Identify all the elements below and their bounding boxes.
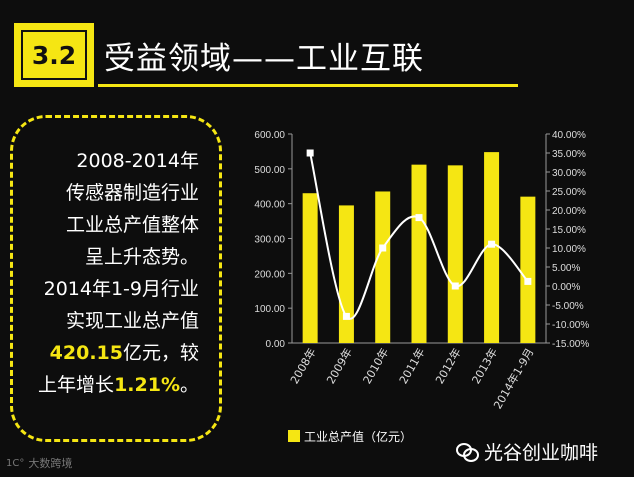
y-left-tick-label: 500.00 xyxy=(254,165,285,176)
output-value-suffix: 亿元，较 xyxy=(122,342,199,364)
output-value: 420.15 xyxy=(49,342,123,364)
callout-line-8: 上年增长1.21%。 xyxy=(38,370,199,400)
x-tick-label: 2009年 xyxy=(323,346,355,387)
growth-suffix: 。 xyxy=(179,374,199,396)
y-right-tick-label: -10.00% xyxy=(552,320,589,331)
x-tick-label: 2010年 xyxy=(360,346,392,387)
y-right-tick-label: 25.00% xyxy=(552,187,586,198)
callout-line-1: 2008-2014年 xyxy=(76,150,199,172)
section-number: 3.2 xyxy=(21,30,87,80)
y-right-tick-label: 5.00% xyxy=(552,263,580,274)
growth-point xyxy=(488,240,496,248)
callout-line-7: 420.15亿元，较 xyxy=(50,338,199,368)
legend-label: 工业总产值（亿元） xyxy=(304,429,412,444)
growth-point xyxy=(524,277,532,285)
y-left-tick-label: 400.00 xyxy=(254,200,285,211)
x-tick-label: 2012年 xyxy=(432,346,464,387)
callout-line-2: 传感器制造行业 xyxy=(65,182,199,204)
bar xyxy=(338,205,354,343)
callout-line-4: 呈上升态势。 xyxy=(84,246,199,268)
growth-point xyxy=(415,214,423,222)
growth-line xyxy=(309,152,529,320)
bar xyxy=(302,193,318,343)
brand: 光谷创业咖啡 xyxy=(456,438,598,465)
watermark: 1C° 大数跨境 xyxy=(6,455,72,471)
title-underline xyxy=(98,84,518,87)
summary-callout: 2008-2014年 传感器制造行业 工业总产值整体 呈上升态势。 2014年1… xyxy=(10,115,222,442)
watermark-text: 大数跨境 xyxy=(28,457,73,470)
y-left-tick-label: 200.00 xyxy=(254,269,285,280)
callout-line-3: 工业总产值整体 xyxy=(65,214,199,236)
bar xyxy=(520,196,536,343)
y-right-tick-label: 15.00% xyxy=(552,225,586,236)
callout-line-5: 2014年1-9月行业 xyxy=(43,278,199,300)
y-right-tick-label: 0.00% xyxy=(552,282,580,293)
x-tick-label: 2008年 xyxy=(287,346,319,387)
y-left-tick-label: 0.00 xyxy=(266,339,286,350)
y-right-tick-label: -5.00% xyxy=(552,301,584,312)
y-right-tick-label: 35.00% xyxy=(552,149,586,160)
y-right-tick-label: -15.00% xyxy=(552,339,589,350)
legend-swatch xyxy=(288,430,300,442)
y-left-tick-label: 600.00 xyxy=(254,130,285,141)
bar xyxy=(375,191,391,343)
y-left-tick-label: 300.00 xyxy=(254,235,285,246)
growth-rate: 1.21% xyxy=(114,374,180,396)
growth-point xyxy=(306,149,314,157)
x-tick-label: 2011年 xyxy=(396,346,428,387)
growth-prefix: 上年增长 xyxy=(38,374,115,396)
growth-point xyxy=(451,282,459,290)
growth-point xyxy=(342,312,350,320)
section-badge: 3.2 xyxy=(14,23,94,87)
page-title: 受益领域——工业互联 xyxy=(104,40,424,77)
wechat-icon xyxy=(456,442,479,462)
callout-line-6: 实现工业总产值 xyxy=(65,310,199,332)
brand-name: 光谷创业咖啡 xyxy=(484,442,599,464)
y-right-tick-label: 30.00% xyxy=(552,168,586,179)
y-right-tick-label: 10.00% xyxy=(552,244,586,255)
growth-point xyxy=(379,244,387,252)
bar xyxy=(411,164,427,343)
x-tick-label: 2013年 xyxy=(469,345,501,386)
y-left-tick-label: 100.00 xyxy=(254,304,285,315)
y-right-tick-label: 40.00% xyxy=(552,130,586,141)
y-right-tick-label: 20.00% xyxy=(552,206,586,217)
bar xyxy=(447,165,463,343)
watermark-logo-icon: 1C° xyxy=(6,457,25,469)
